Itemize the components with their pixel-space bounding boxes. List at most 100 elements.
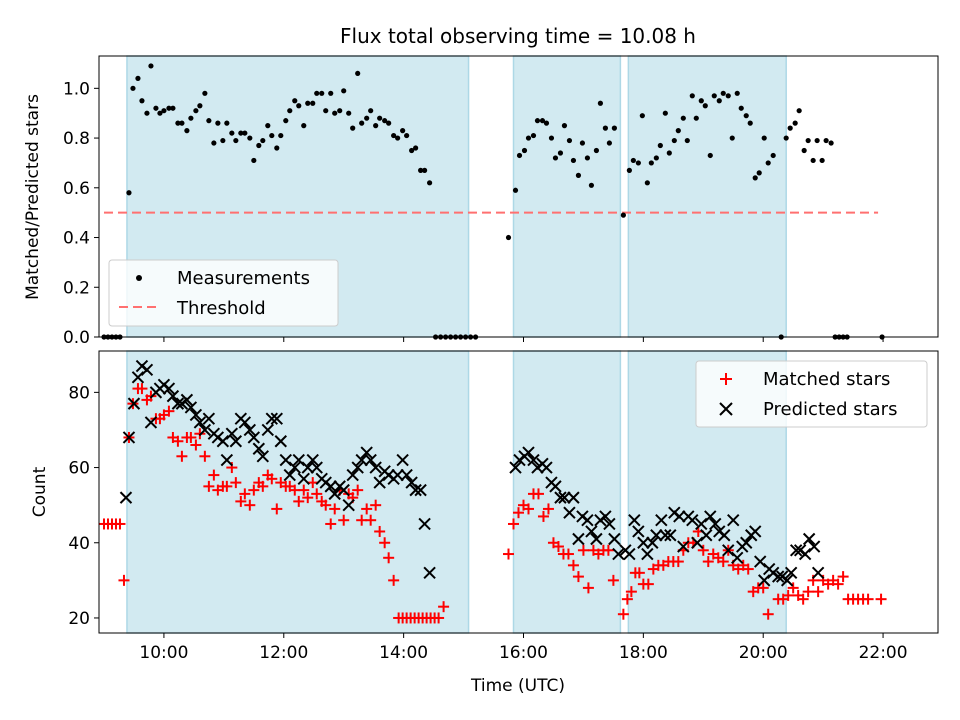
measurement-point <box>269 132 275 139</box>
matched-stars-point <box>832 578 844 590</box>
measurement-point <box>602 125 608 131</box>
measurement-point <box>579 140 586 146</box>
predicted-stars-point <box>297 472 310 486</box>
bottom-frame <box>98 350 939 634</box>
matched-stars-point <box>567 559 579 571</box>
top-x-ticks <box>163 337 884 342</box>
measurement-point <box>161 108 167 114</box>
predicted-stars-point <box>193 416 207 429</box>
measurement-point <box>752 175 758 181</box>
predicted-stars-point <box>802 532 816 546</box>
measurement-point <box>743 113 749 119</box>
measurement-point <box>179 120 185 126</box>
measurement-point <box>805 137 811 144</box>
predicted-stars-point <box>220 453 234 467</box>
predicted-stars-point <box>709 517 722 531</box>
measurement-point <box>126 190 132 196</box>
matched-stars-point <box>163 405 175 417</box>
y-tick-label: 20 <box>68 609 90 629</box>
predicted-stars-point <box>189 408 203 422</box>
predicted-stars-point <box>754 555 767 568</box>
predicted-stars-point <box>423 566 436 580</box>
y-tick-label: 40 <box>68 534 90 554</box>
measurement-point <box>814 137 820 144</box>
matched-stars-point <box>379 537 391 549</box>
legend-predicted-label: Predicted stars <box>763 399 897 420</box>
predicted-stars-point <box>758 574 771 587</box>
predicted-stars-point <box>572 532 585 546</box>
matched-stars-point <box>239 488 251 500</box>
measurement-point <box>404 132 410 139</box>
predicted-stars-point <box>585 525 598 538</box>
measurement-point <box>287 108 293 114</box>
matched-stars-point <box>365 514 377 526</box>
predicted-stars-point <box>328 487 341 501</box>
measurement-point <box>756 170 762 176</box>
y-tick-label: 0.0 <box>63 328 90 348</box>
matched-stars-point <box>802 586 814 598</box>
matched-stars-point <box>307 477 319 489</box>
predicted-stars-point <box>337 483 350 497</box>
predicted-stars-point <box>409 483 422 497</box>
measurement-point <box>251 157 257 164</box>
predicted-stars-point <box>127 397 141 410</box>
measurement-point <box>644 180 650 186</box>
measurement-point <box>247 135 253 141</box>
measurement-point <box>188 115 194 121</box>
legend-predicted-marker <box>719 402 733 416</box>
measurement-point <box>296 103 302 109</box>
measurement-point <box>584 155 591 161</box>
predicted-stars-point <box>581 513 594 527</box>
predicted-stars-point <box>391 468 404 482</box>
matched-stars-point <box>562 548 574 560</box>
chart-title: Flux total observing time = 10.08 h <box>340 24 696 48</box>
predicted-stars-point <box>811 566 825 580</box>
bottom-y-ticks: 20 40 60 80 <box>68 383 99 629</box>
matched-stars-point <box>244 499 256 511</box>
measurement-point <box>792 120 798 126</box>
measurement-point <box>684 137 690 144</box>
measurement-point <box>557 150 564 156</box>
matched-stars-point <box>537 510 549 522</box>
predicted-stars-point <box>554 491 567 504</box>
matched-stars-point <box>508 518 520 530</box>
matched-stars-point <box>672 556 684 568</box>
measurement-point <box>184 128 190 134</box>
measurement-point <box>135 75 141 81</box>
matched-stars-point <box>782 589 794 601</box>
matched-stars-point <box>697 544 709 556</box>
measurement-point <box>552 155 559 161</box>
measurement-point <box>305 100 311 106</box>
predicted-stars-point <box>243 423 257 437</box>
matched-stars-point <box>271 503 283 515</box>
measurement-point <box>220 137 226 144</box>
measurement-point <box>144 110 150 116</box>
measurement-point <box>377 115 383 121</box>
matched-stars-point <box>235 495 247 507</box>
matched-stars-point <box>602 544 614 556</box>
measurement-point <box>525 135 532 141</box>
measurement-point <box>725 93 731 99</box>
matched-stars-point <box>361 503 373 515</box>
predicted-stars-point <box>405 476 418 489</box>
measurement-point <box>505 234 512 241</box>
matched-stars-point <box>176 450 188 462</box>
top-observing-shades <box>126 55 787 338</box>
matched-stars-point <box>862 593 874 605</box>
predicted-stars-point <box>686 513 699 527</box>
matched-stars-point <box>266 473 278 485</box>
predicted-stars-point <box>677 540 690 553</box>
predicted-stars-point <box>342 498 355 512</box>
measurement-point <box>620 212 626 218</box>
measurement-point <box>593 147 600 154</box>
y-tick-label: 0.8 <box>63 129 90 149</box>
matched-stars-point <box>257 480 269 492</box>
matched-stars-point <box>383 552 395 564</box>
measurement-point <box>332 110 338 116</box>
predicted-stars-point <box>650 529 663 542</box>
measurement-point <box>539 118 546 124</box>
predicted-stars-point <box>247 431 261 444</box>
measurement-point <box>233 137 239 144</box>
measurement-point <box>675 128 681 134</box>
measurement-point <box>238 130 244 136</box>
